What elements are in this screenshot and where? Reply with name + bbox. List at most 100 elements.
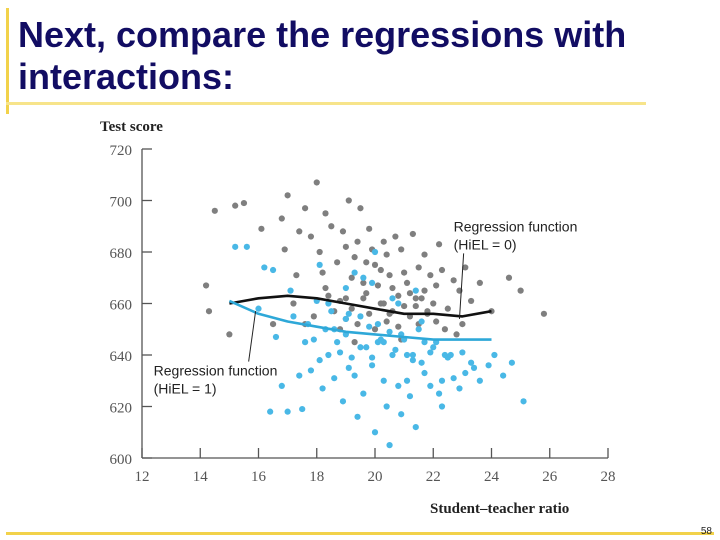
hiel1-point (334, 339, 341, 346)
hiel0-point (438, 266, 446, 274)
hiel0-point (409, 230, 416, 238)
hiel1-point (447, 351, 454, 359)
hiel0-point (418, 295, 425, 302)
hiel0-point (240, 199, 248, 207)
y-tick-label: 720 (110, 143, 133, 159)
annotation-hiel0-line1: Regression function (454, 218, 578, 234)
hiel0-point (435, 241, 443, 248)
hiel0-point (334, 259, 341, 266)
hiel1-point (438, 403, 446, 410)
hiel0-point (313, 179, 320, 186)
hiel0-point (342, 295, 349, 302)
hiel0-point (366, 225, 373, 232)
x-tick-label: 22 (426, 469, 441, 485)
y-tick-label: 680 (110, 246, 133, 262)
hiel0-point (371, 261, 379, 268)
hiel1-point (360, 274, 367, 281)
hiel1-point (348, 354, 355, 361)
hiel1-point (470, 364, 478, 371)
hiel1-point (392, 346, 399, 353)
hiel1-point (415, 326, 422, 333)
hiel0-point (441, 326, 448, 333)
hiel1-point (357, 344, 364, 351)
title-accent-bar (6, 8, 9, 114)
hiel0-point (395, 323, 402, 330)
hiel1-point (520, 398, 527, 405)
hiel1-point (310, 336, 317, 343)
x-tick-label: 14 (193, 469, 209, 485)
hiel0-point (377, 266, 384, 274)
hiel0-point (351, 254, 358, 261)
hiel0-point (302, 205, 309, 212)
hiel0-point (202, 282, 210, 289)
hiel0-point (357, 205, 364, 212)
hiel1-point (389, 295, 396, 302)
hiel0-point (319, 269, 326, 276)
hiel0-point (412, 295, 419, 302)
hiel1-point (290, 313, 297, 320)
regression-lines-group (228, 294, 492, 341)
x-tick-label: 18 (309, 469, 324, 485)
hiel1-point (430, 344, 437, 351)
hiel0-point (360, 295, 367, 302)
hiel1-point (395, 300, 402, 307)
title-underline (6, 102, 646, 105)
hiel0-point (406, 290, 414, 297)
x-axis-label: Student–teacher ratio (430, 501, 569, 517)
hiel1-point (366, 323, 373, 330)
hiel1-point (508, 359, 515, 366)
hiel0-point (325, 292, 332, 299)
hiel0-point (290, 300, 297, 307)
hiel0-point (307, 233, 315, 240)
hiel1-point (421, 369, 428, 377)
hiel1-point (368, 362, 376, 369)
hiel0-point (322, 284, 329, 292)
hiel1-point (267, 408, 274, 415)
hiel0-point (389, 284, 396, 292)
hiel0-point (342, 243, 349, 250)
annotation-hiel0-leader (458, 253, 465, 319)
hiel1-point (328, 308, 335, 315)
hiel1-point (316, 357, 323, 364)
hiel1-point (412, 287, 419, 294)
hiel0-point (433, 282, 440, 289)
hiel0-point (415, 264, 422, 271)
hiel1-point (261, 264, 268, 271)
hiel1-point (299, 405, 306, 413)
hiel1-point (459, 349, 466, 356)
hiel1-point (371, 429, 379, 436)
hiel0-point (430, 300, 437, 307)
hiel0-point (354, 238, 361, 245)
hiel0-point (258, 225, 265, 232)
hiel0-point (421, 287, 428, 294)
hiel0-points-group (202, 179, 548, 346)
hiel0-point (444, 305, 451, 312)
hiel1-point (345, 364, 352, 371)
hiel1-point (296, 372, 303, 379)
hiel0-point (296, 228, 303, 235)
hiel1-point (371, 248, 379, 256)
x-tick-label: 20 (368, 469, 383, 485)
hiel0-point (211, 207, 218, 214)
x-tick-label: 28 (601, 469, 616, 485)
hiel1-point (319, 385, 326, 392)
hiel1-point (409, 357, 416, 364)
hiel1-point (441, 351, 448, 359)
hiel0-point (351, 339, 358, 346)
hiel0-point (395, 292, 402, 299)
hiel0-point (398, 246, 405, 253)
hiel1-point (357, 313, 364, 320)
scatter-chart: Test score Student–teacher ratio 6006206… (100, 119, 616, 517)
x-tick-label: 26 (542, 469, 558, 485)
hiel1-point (363, 344, 370, 351)
hiel0-point (386, 272, 393, 279)
hiel0-point (322, 210, 329, 217)
y-tick-label: 700 (110, 195, 133, 211)
hiel1-point (485, 362, 492, 369)
hiel1-point (427, 382, 434, 389)
hiel1-point (284, 408, 291, 415)
y-tick-label: 640 (110, 349, 133, 365)
y-ticks-group: 600 620 640 660 680 700 720 (110, 143, 152, 468)
hiel0-point (328, 223, 335, 230)
hiel1-point (438, 377, 446, 384)
